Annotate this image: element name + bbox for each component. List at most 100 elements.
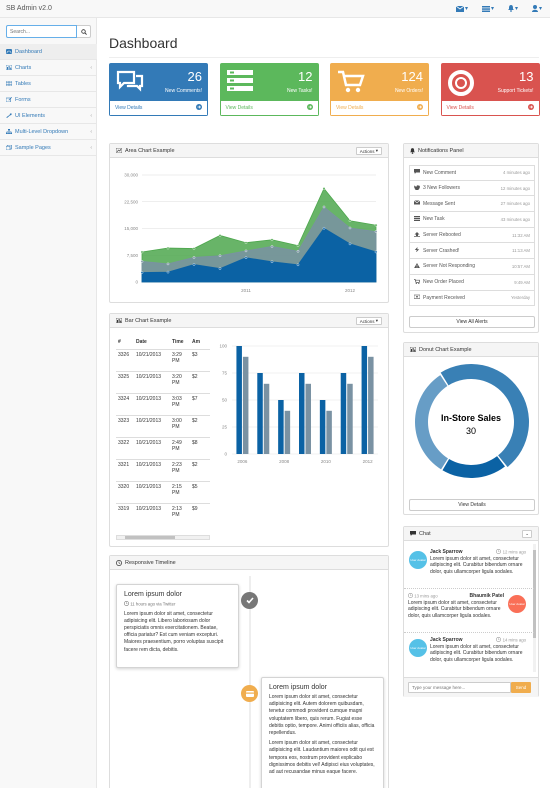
- chat-options-dropdown[interactable]: ⌄: [522, 530, 532, 538]
- tasks-icon: [226, 70, 253, 94]
- notification-item[interactable]: Server Rebooted 11:32 AM: [409, 227, 535, 244]
- alerts-dropdown[interactable]: ▾: [507, 5, 518, 12]
- table-cell: $3: [190, 348, 210, 371]
- bell-icon: [507, 5, 514, 12]
- timeline-card: Lorem ipsum dolor Lorem ipsum dolor sit …: [261, 677, 384, 788]
- chat-text: Lorem ipsum dolor sit amet, consectetur …: [408, 600, 501, 619]
- notification-label: New Comment: [423, 169, 457, 176]
- x-tick-label: 2010: [321, 459, 332, 464]
- view-details-button[interactable]: View Details: [409, 499, 535, 511]
- messages-dropdown[interactable]: ▾: [455, 5, 468, 12]
- area-point: [296, 263, 300, 267]
- donut-slice-in-store-sales[interactable]: [440, 364, 529, 468]
- dashboard-icon: [6, 49, 12, 54]
- view-all-alerts-button[interactable]: View All Alerts: [409, 316, 535, 328]
- send-button[interactable]: Send: [511, 682, 531, 693]
- notification-item[interactable]: Message Sent 27 minutes ago: [409, 196, 535, 213]
- notification-item[interactable]: Server Crashed! 11:13 AM: [409, 243, 535, 260]
- search-icon: [80, 28, 87, 35]
- timeline-card: Lorem ipsum dolor 11 hours ago via Twitt…: [116, 584, 239, 668]
- caret-down-icon: ▾: [490, 6, 494, 12]
- actions-dropdown[interactable]: Actions ▾: [355, 147, 382, 155]
- actions-label: Actions: [359, 318, 375, 324]
- y-tick-label: 75: [222, 371, 228, 376]
- x-tick-label: 2008: [279, 459, 290, 464]
- sidebar-item-dashboard[interactable]: Dashboard: [0, 44, 97, 60]
- table-header[interactable]: #: [116, 336, 134, 350]
- notification-item[interactable]: New Order Placed 9:49 AM: [409, 274, 535, 291]
- table-cell: $2: [190, 370, 210, 393]
- scrollbar-thumb[interactable]: [533, 550, 536, 638]
- sidebar-item-multi-level-dropdown[interactable]: Multi-Level Dropdown ‹: [0, 124, 97, 140]
- donut-slice-mail-order-sales[interactable]: [415, 375, 449, 470]
- notification-time: 4 minutes ago: [503, 170, 530, 176]
- table-cell: 2:23 PM: [170, 458, 190, 481]
- search-button[interactable]: [77, 25, 91, 38]
- table-cell: $2: [190, 458, 210, 481]
- user-dropdown[interactable]: ▾: [531, 5, 542, 12]
- table-cell: 3:03 PM: [170, 392, 190, 415]
- notification-time: 43 minutes ago: [500, 216, 530, 222]
- sidebar-item-ui-elements[interactable]: UI Elements ‹: [0, 108, 97, 124]
- view-details-link[interactable]: View Details: [330, 101, 429, 116]
- bar-chart: 0 25 50 75 100 2006 2008 2010 2012: [219, 344, 378, 464]
- brand-title[interactable]: SB Admin v2.0: [6, 5, 52, 12]
- notification-item[interactable]: Server Not Responding 10:57 AM: [409, 259, 535, 275]
- sidebar-item-forms[interactable]: Forms: [0, 92, 97, 108]
- notification-item[interactable]: New Task 43 minutes ago: [409, 212, 535, 228]
- sidebar-item-label: Charts: [15, 64, 32, 71]
- table-row: 3321 10/21/2013 2:23 PM $2: [116, 458, 210, 481]
- chat-panel: Chat ⌄ User Avatar Jack Sparrow 12 mins …: [403, 526, 539, 697]
- view-details-link[interactable]: View Details: [440, 101, 540, 116]
- table-cell: 3322: [116, 436, 134, 459]
- view-details-label: View Details: [446, 105, 474, 111]
- search-input[interactable]: [6, 25, 77, 38]
- sidebar-item-label: Tables: [15, 80, 31, 87]
- bar-2006-series-1: [242, 356, 249, 454]
- notification-item[interactable]: New Comment 4 minutes ago: [409, 165, 535, 181]
- page-title: Dashboard: [109, 35, 178, 51]
- sidebar-item-sample-pages[interactable]: Sample Pages ‹: [0, 140, 97, 156]
- panel-title: Responsive Timeline: [125, 559, 176, 566]
- actions-dropdown[interactable]: Actions ▾: [355, 317, 382, 325]
- bar-chart-panel: Bar Chart Example Actions ▾ # Date Time Am …: [109, 313, 389, 547]
- notification-item[interactable]: 3 New Followers 12 minutes ago: [409, 180, 535, 197]
- table-header[interactable]: Am: [190, 336, 210, 350]
- notification-label: New Order Placed: [423, 279, 464, 286]
- notification-item[interactable]: Payment Received Yesterday: [409, 290, 535, 307]
- sidebar-item-tables[interactable]: Tables: [0, 76, 97, 92]
- table-cell: $9: [190, 502, 210, 525]
- area-point: [244, 249, 248, 253]
- bar-chart-icon: [116, 318, 122, 323]
- chat-scrollbar[interactable]: [533, 544, 536, 672]
- area-point: [166, 270, 170, 274]
- arrow-circle-right-icon: [196, 104, 202, 112]
- table-header[interactable]: Date: [134, 336, 170, 350]
- chat-message-input[interactable]: [408, 682, 511, 693]
- table-cell: 3:20 PM: [170, 370, 190, 393]
- view-details-link[interactable]: View Details: [109, 101, 208, 116]
- tasks-dropdown[interactable]: ▾: [481, 5, 494, 12]
- view-details-link[interactable]: View Details: [219, 101, 319, 116]
- sidebar-item-label: Dashboard: [15, 48, 42, 55]
- arrow-circle-right-icon: [417, 104, 423, 112]
- table-header[interactable]: Time: [170, 336, 190, 350]
- donut-center-value: 30: [466, 426, 476, 436]
- panel-heading: Donut Chart Example: [404, 343, 538, 357]
- chat-time: 12 mins ago: [496, 549, 526, 555]
- stat-card-new-orders: 124 New Orders! View Details: [330, 63, 429, 116]
- donut-slice-download-sales[interactable]: [442, 456, 505, 478]
- horizontal-scrollbar[interactable]: [116, 535, 210, 540]
- stat-card-new-tasks: 12 New Tasks! View Details: [219, 63, 319, 116]
- table-cell: 10/21/2013: [134, 414, 170, 437]
- scrollbar-thumb[interactable]: [125, 536, 175, 539]
- area-point: [218, 254, 222, 258]
- panel-heading: Chat ⌄: [404, 527, 538, 541]
- comment-icon: [414, 169, 420, 176]
- wrench-icon: [6, 113, 12, 118]
- chat-time: 13 mins ago: [408, 593, 438, 599]
- donut-chart: In-Store Sales 30: [415, 364, 529, 478]
- sidebar-item-charts[interactable]: Charts ‹: [0, 60, 97, 76]
- area-point: [270, 245, 274, 248]
